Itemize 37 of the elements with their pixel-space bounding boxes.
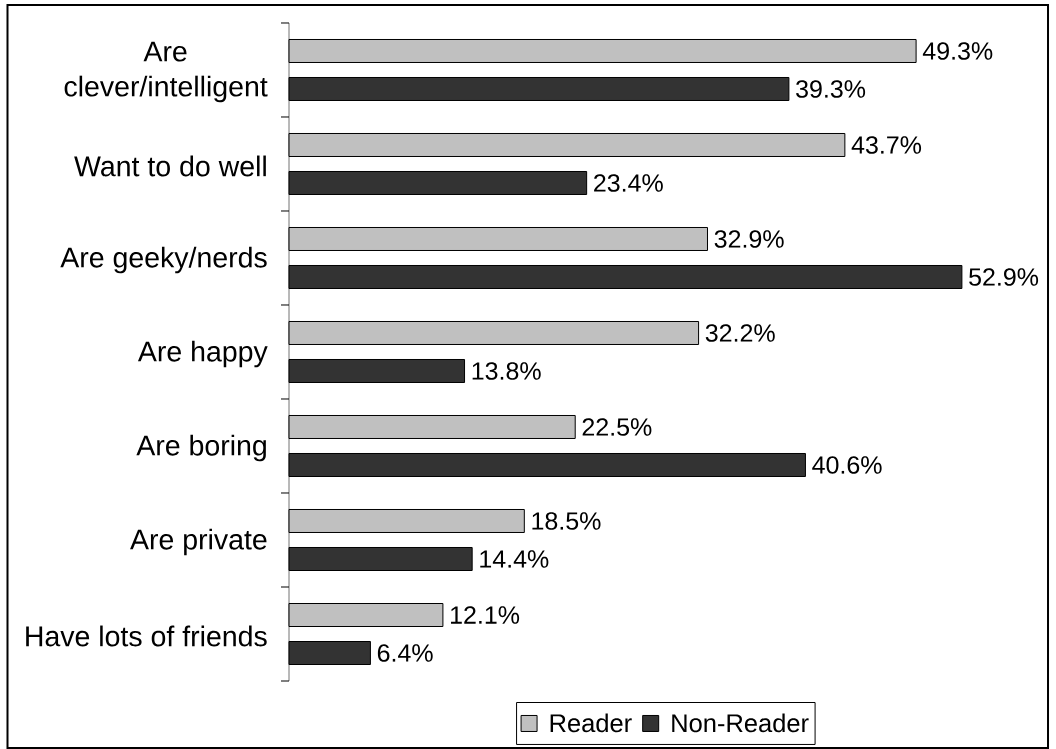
data-label: 43.7% [851, 136, 922, 154]
data-label: 32.9% [714, 230, 784, 248]
legend-label: Reader [550, 713, 632, 733]
legend-label: Non-Reader [672, 713, 809, 733]
y-tick-label: Are happy [137, 340, 268, 368]
y-tick-label: Are clever/intelligent [64, 41, 268, 103]
data-label: 49.3% [922, 42, 993, 60]
data-label: 52.9% [969, 268, 1039, 286]
data-label: 22.5% [582, 418, 652, 436]
data-label: 32.2% [705, 324, 775, 342]
data-label: 39.3% [796, 80, 866, 98]
bar [288, 76, 790, 101]
bar [288, 264, 963, 289]
data-label: 14.4% [480, 550, 549, 568]
bar [288, 38, 917, 63]
bar [288, 547, 473, 571]
bar [288, 641, 371, 665]
y-tick-label: Want to do well [74, 155, 266, 177]
y-tick-label: Are geeky/nerds [60, 246, 267, 274]
bar [288, 132, 846, 157]
bar [288, 321, 700, 345]
bar [288, 453, 806, 477]
y-tick-label: Are private [130, 528, 267, 556]
y-tick-label: Are boring [136, 434, 266, 462]
data-label: 18.5% [532, 512, 601, 530]
data-label: 40.6% [812, 456, 882, 474]
bar [288, 415, 576, 439]
data-label: 6.4% [377, 644, 433, 662]
bar [288, 509, 525, 533]
data-label: 13.8% [472, 362, 541, 380]
data-label: 12.1% [451, 606, 520, 624]
bar [288, 170, 588, 195]
bar [288, 226, 708, 251]
data-label: 23.4% [594, 174, 663, 192]
y-tick-label: Have lots of friends [26, 625, 267, 647]
bar [288, 603, 444, 627]
bar [288, 359, 466, 383]
